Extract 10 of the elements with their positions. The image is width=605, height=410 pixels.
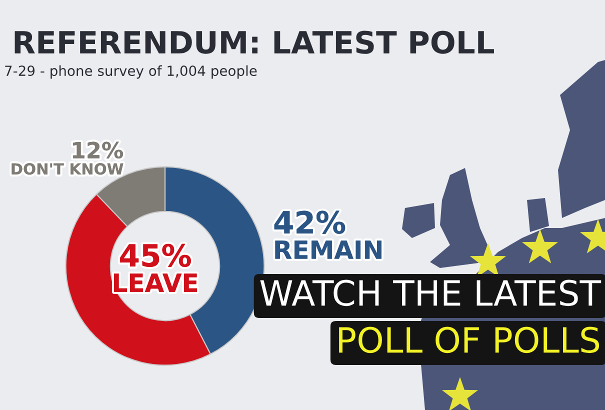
data-label: 12%: [73, 142, 123, 159]
data-label: 45%: [120, 244, 191, 267]
chart-title: REFERENDUM: LATEST POLL: [14, 30, 494, 54]
text: WATCH THE LATEST: [260, 280, 602, 306]
slice-label: DON'T KNOW: [12, 163, 124, 175]
data-label: 42%: [274, 210, 346, 234]
slice-label: LEAVE: [114, 274, 198, 292]
chart-subtitle: 7-29 - phone survey of 1,004 people: [5, 65, 257, 79]
slice-label: REMAIN: [275, 240, 382, 259]
text: POLL OF POLLS: [339, 326, 600, 354]
